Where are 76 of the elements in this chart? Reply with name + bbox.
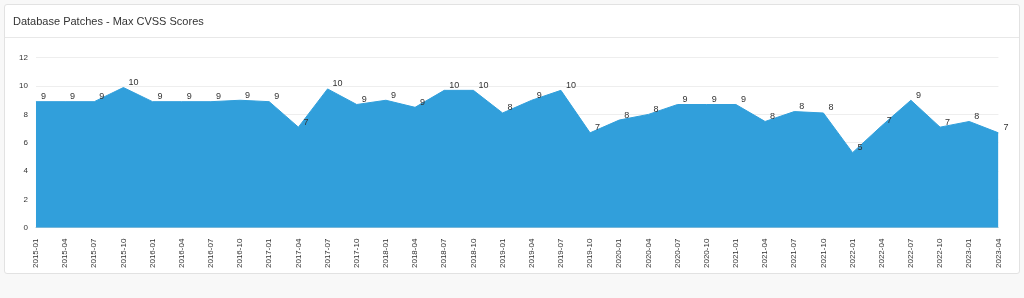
x-tick-label: 2020-07 — [672, 238, 682, 268]
data-label: 9 — [40, 91, 46, 102]
data-label: 7 — [303, 116, 309, 127]
data-label: 9 — [274, 91, 280, 102]
x-tick-label: 2018-04 — [410, 238, 420, 268]
x-tick-label: 2020-01 — [614, 238, 624, 268]
y-tick-label: 0 — [23, 222, 29, 232]
y-tick-label: 10 — [18, 81, 29, 91]
x-tick-label: 2015-10 — [118, 238, 128, 268]
data-label: 10 — [565, 79, 576, 90]
data-label: 9 — [157, 91, 163, 102]
x-tick-label: 2021-04 — [760, 238, 770, 268]
data-label: 9 — [99, 91, 105, 102]
y-tick-label: 4 — [23, 166, 29, 176]
data-label: 9 — [186, 91, 192, 102]
data-label: 9 — [390, 89, 396, 100]
x-tick-label: 2022-04 — [876, 238, 886, 268]
x-tick-label: 2021-10 — [818, 238, 828, 268]
x-tick-label: 2022-01 — [847, 238, 857, 268]
data-label: 8 — [653, 103, 659, 114]
data-label: 8 — [770, 110, 776, 121]
x-tick-label: 2019-07 — [556, 238, 566, 268]
data-label: 10 — [449, 79, 460, 90]
data-label: 9 — [70, 91, 76, 102]
x-tick-label: 2021-07 — [789, 238, 799, 268]
data-label: 9 — [245, 89, 251, 100]
data-label: 8 — [974, 110, 980, 121]
data-label: 9 — [536, 89, 542, 100]
y-tick-label: 12 — [18, 53, 29, 62]
x-tick-label: 2016-01 — [147, 238, 157, 268]
data-label: 10 — [128, 77, 139, 88]
data-label: 7 — [1003, 122, 1009, 133]
x-tick-label: 2019-04 — [526, 238, 536, 268]
x-tick-label: 2019-10 — [585, 238, 595, 268]
x-tick-label: 2015-01 — [31, 238, 41, 268]
data-label: 8 — [624, 109, 630, 120]
data-label: 9 — [915, 89, 921, 100]
x-tick-label: 2021-01 — [731, 238, 741, 268]
data-label: 9 — [361, 93, 367, 104]
x-tick-label: 2023-01 — [964, 238, 974, 268]
data-label: 9 — [215, 91, 221, 102]
data-label: 10 — [478, 79, 489, 90]
x-tick-label: 2017-01 — [264, 238, 274, 268]
x-tick-label: 2019-01 — [497, 238, 507, 268]
x-tick-label: 2015-04 — [60, 238, 70, 268]
data-label: 10 — [332, 78, 343, 89]
data-label: 9 — [420, 96, 426, 107]
x-tick-label: 2022-07 — [906, 238, 916, 268]
x-tick-label: 2020-04 — [643, 238, 653, 268]
y-tick-label: 6 — [23, 137, 29, 147]
x-tick-label: 2016-10 — [235, 238, 245, 268]
data-label: 8 — [828, 102, 834, 113]
y-tick-label: 8 — [23, 109, 29, 119]
x-tick-label: 2016-04 — [176, 238, 186, 268]
x-tick-label: 2018-07 — [439, 238, 449, 268]
x-tick-label: 2015-07 — [89, 238, 99, 268]
data-label: 9 — [740, 93, 746, 104]
x-tick-label: 2017-07 — [322, 238, 332, 268]
data-label: 7 — [886, 115, 892, 126]
data-label: 9 — [682, 93, 688, 104]
data-label: 8 — [799, 101, 805, 112]
x-tick-label: 2023-04 — [993, 238, 1003, 268]
data-label: 9 — [711, 93, 717, 104]
x-tick-label: 2016-07 — [206, 238, 216, 268]
x-tick-label: 2018-10 — [468, 238, 478, 268]
x-tick-label: 2020-10 — [701, 238, 711, 268]
data-label: 8 — [507, 102, 513, 113]
chart-title: Database Patches - Max CVSS Scores — [5, 5, 1019, 38]
x-tick-label: 2022-10 — [935, 238, 945, 268]
y-tick-label: 2 — [23, 194, 29, 204]
x-tick-label: 2017-04 — [293, 238, 303, 268]
data-label: 5 — [857, 142, 863, 153]
x-tick-label: 2017-10 — [351, 238, 361, 268]
data-label: 7 — [945, 116, 951, 127]
x-tick-label: 2018-01 — [381, 238, 391, 268]
data-label: 7 — [595, 122, 601, 133]
